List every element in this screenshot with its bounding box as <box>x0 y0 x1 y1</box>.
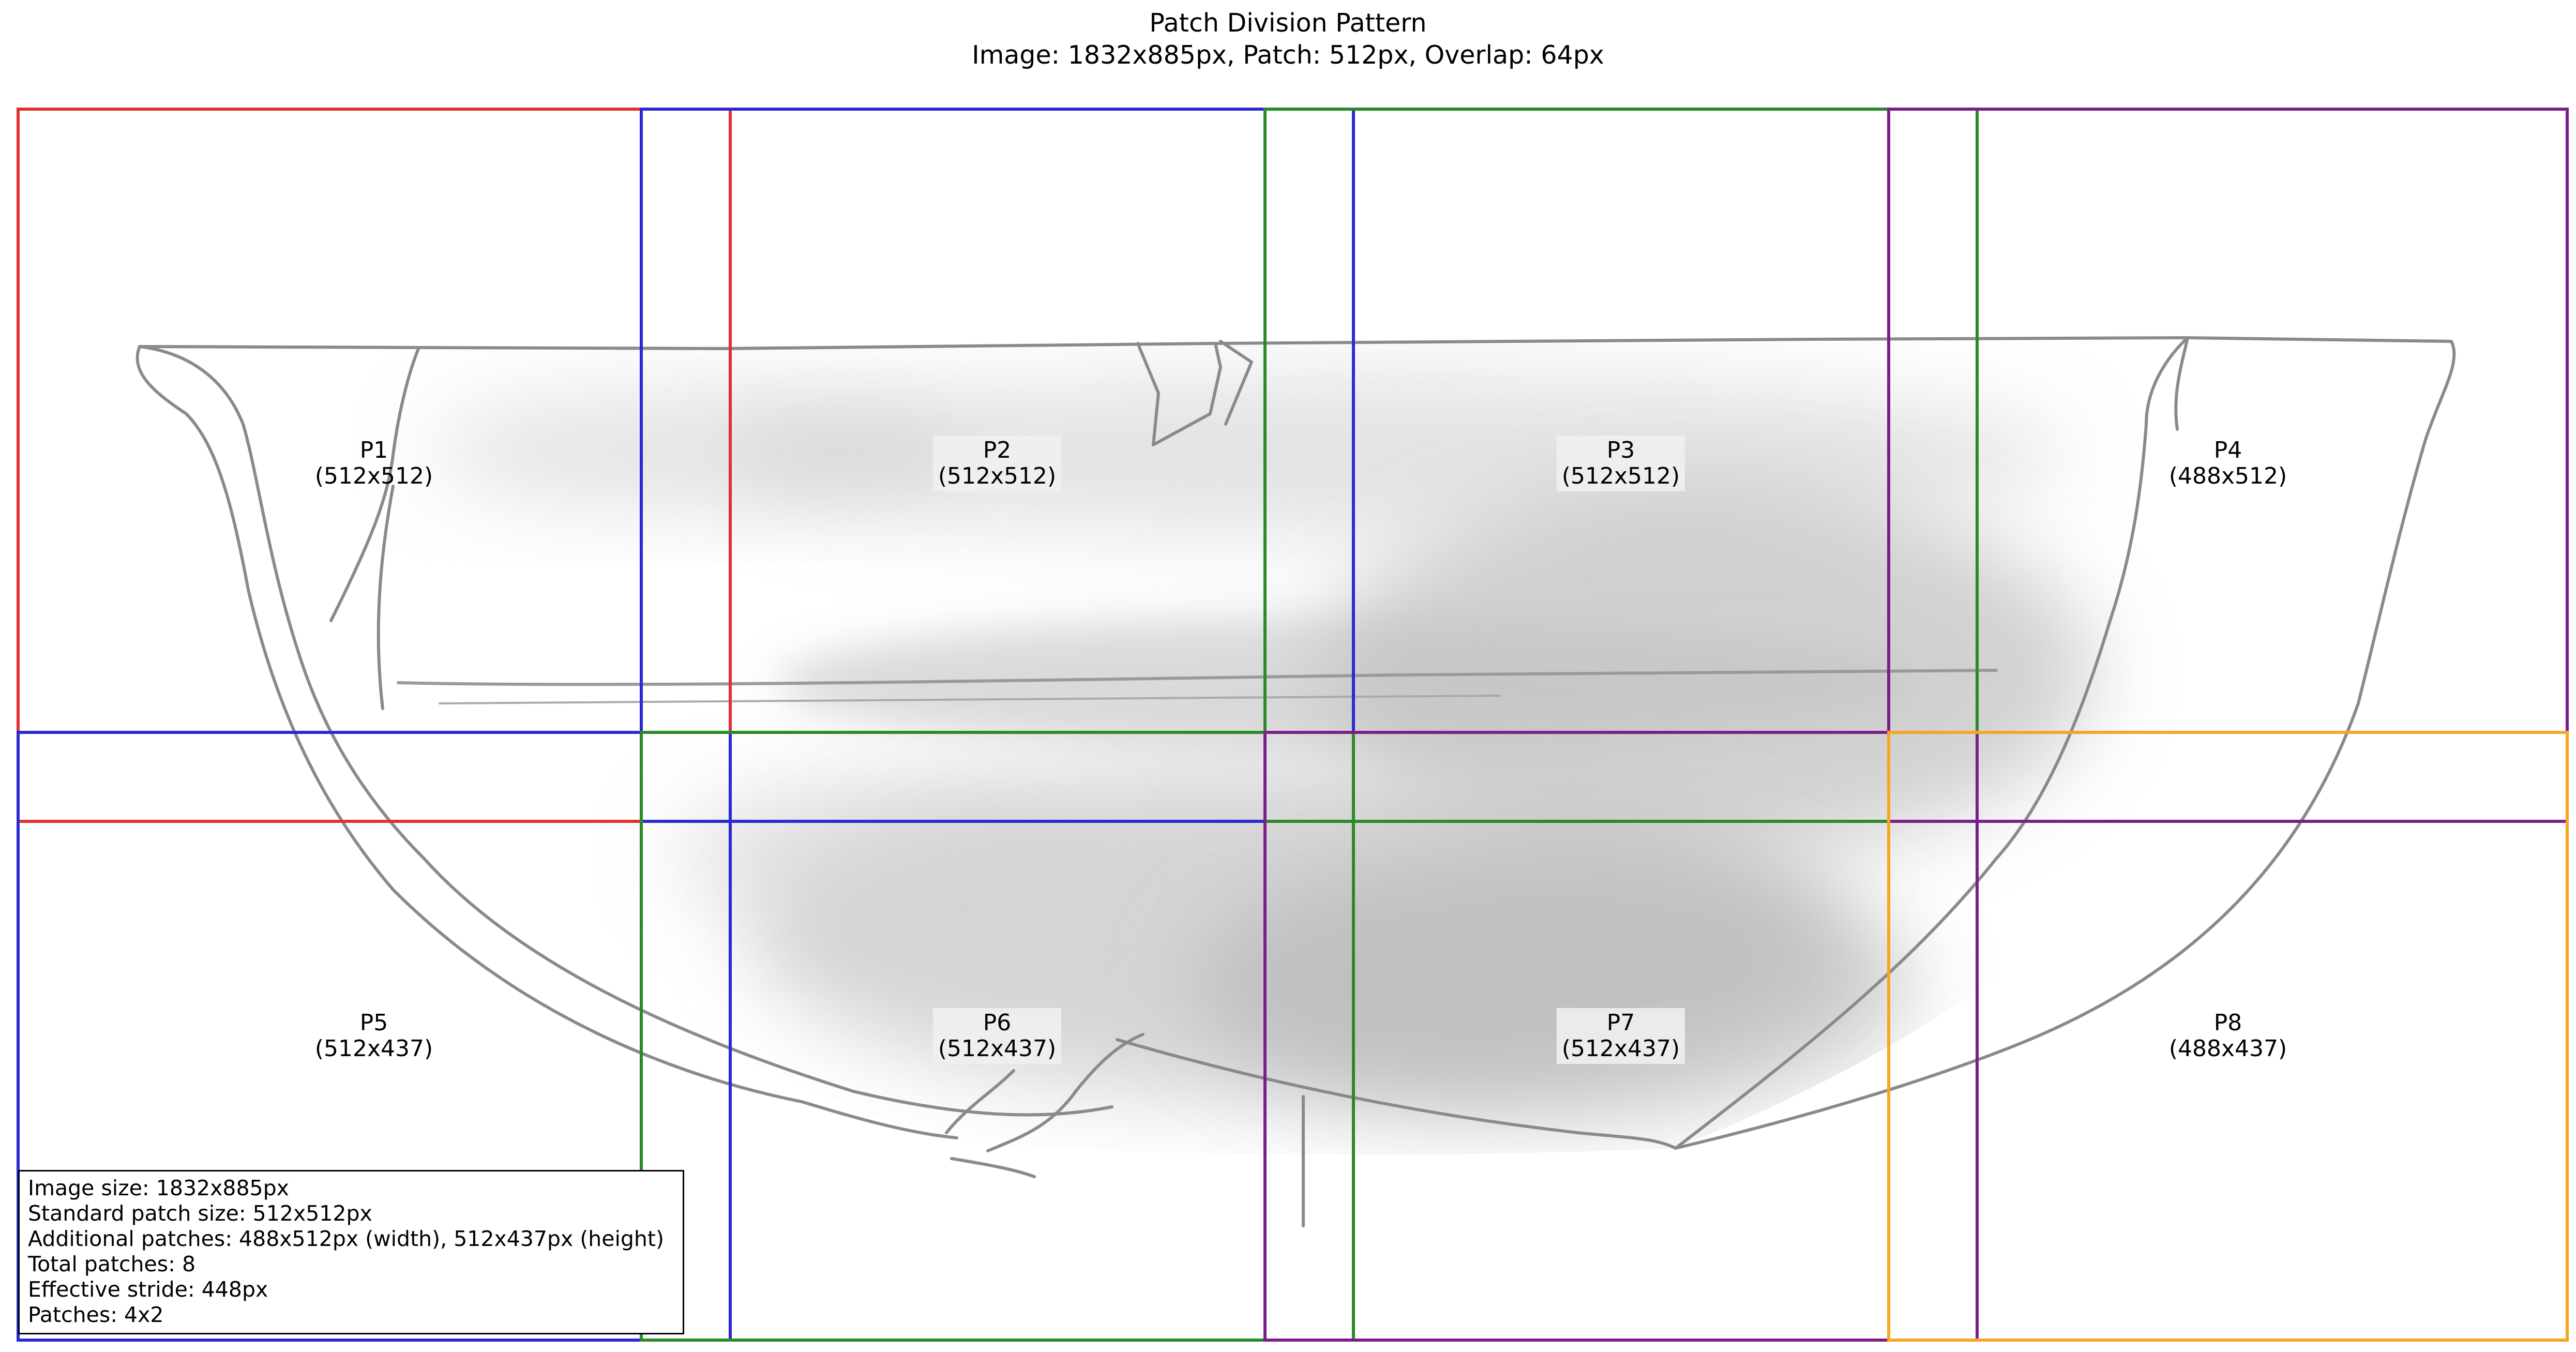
patch-label-p1: P1 (512x512) <box>310 435 438 491</box>
patch-label-p5: P5 (512x437) <box>310 1008 438 1064</box>
patch-rect-p1 <box>17 108 732 823</box>
patch-size: (512x437) <box>314 1035 433 1062</box>
patch-rect-p7 <box>1263 731 1979 1342</box>
patch-label-p7: P7 (512x437) <box>1556 1008 1685 1064</box>
info-box: Image size: 1832x885px Standard patch si… <box>18 1170 684 1334</box>
info-grid: Patches: 4x2 <box>28 1302 164 1327</box>
patch-rect-p2 <box>640 108 1355 823</box>
patch-label-p4: P4 (488x512) <box>2164 435 2292 491</box>
patch-rect-p4 <box>1887 108 2569 823</box>
patch-id: P3 <box>1606 437 1635 463</box>
figure-title: Patch Division Pattern Image: 1832x885px… <box>0 7 2576 71</box>
patch-label-p3: P3 (512x512) <box>1556 435 1685 491</box>
patch-size: (512x437) <box>938 1035 1057 1062</box>
patch-size: (488x437) <box>2168 1035 2287 1062</box>
patch-size: (512x512) <box>938 463 1057 489</box>
patch-size: (512x437) <box>1561 1035 1680 1062</box>
patch-rect-p8 <box>1887 731 2569 1342</box>
patch-rect-p6 <box>640 731 1355 1342</box>
patch-label-p8: P8 (488x437) <box>2164 1008 2292 1064</box>
info-patch-size: Standard patch size: 512x512px <box>28 1201 372 1226</box>
patch-id: P5 <box>359 1010 388 1036</box>
patch-id: P4 <box>2213 437 2242 463</box>
patch-size: (488x512) <box>2168 463 2287 489</box>
patch-size: (512x512) <box>1561 463 1680 489</box>
patch-id: P8 <box>2213 1010 2242 1036</box>
patch-id: P6 <box>983 1010 1012 1036</box>
patch-rect-p3 <box>1263 108 1979 823</box>
patch-id: P7 <box>1606 1010 1635 1036</box>
patch-label-p6: P6 (512x437) <box>932 1008 1062 1064</box>
info-additional-patches: Additional patches: 488x512px (width), 5… <box>28 1226 664 1251</box>
patch-grid <box>17 108 2569 1342</box>
bowl-outline <box>135 336 2456 1227</box>
info-image-size: Image size: 1832x885px <box>28 1176 289 1200</box>
patch-id: P2 <box>983 437 1012 463</box>
patch-id: P1 <box>359 437 388 463</box>
patch-label-p2: P2 (512x512) <box>932 435 1062 491</box>
patch-size: (512x512) <box>314 463 433 489</box>
info-stride: Effective stride: 448px <box>28 1277 268 1302</box>
bowl-sketch <box>429 372 2095 1117</box>
patch-rect-p5 <box>17 731 732 1342</box>
title-line-2: Image: 1832x885px, Patch: 512px, Overlap… <box>972 40 1604 70</box>
info-total-patches: Total patches: 8 <box>28 1252 196 1276</box>
title-line-1: Patch Division Pattern <box>1149 8 1427 38</box>
